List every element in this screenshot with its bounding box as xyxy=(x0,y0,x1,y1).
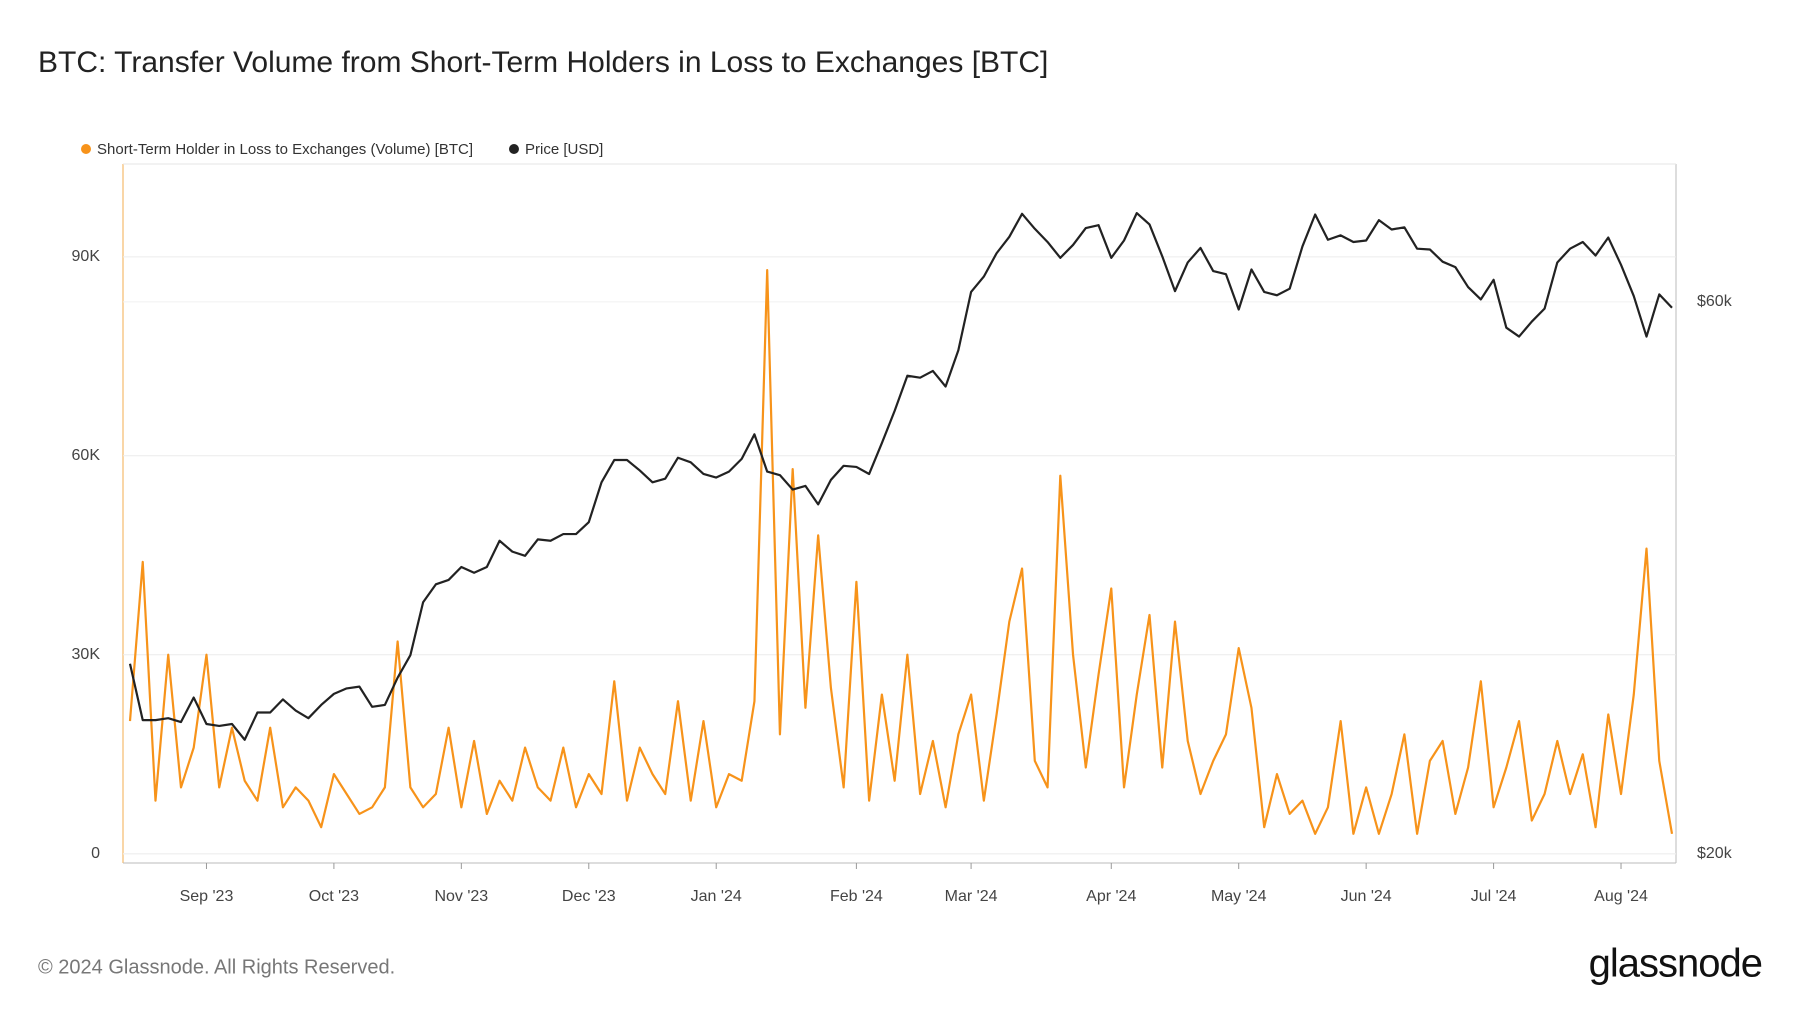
x-tick-label: Aug '24 xyxy=(1594,888,1648,905)
x-tick-label: Jun '24 xyxy=(1341,888,1392,905)
x-tick-label: Apr '24 xyxy=(1086,888,1136,905)
x-tick-label: Nov '23 xyxy=(434,888,488,905)
x-tick-label: Mar '24 xyxy=(945,888,998,905)
x-tick-label: May '24 xyxy=(1211,888,1267,905)
y2-tick-label: $60k xyxy=(1697,293,1733,310)
x-tick-label: Jan '24 xyxy=(691,888,742,905)
y-tick-label: 60K xyxy=(72,447,101,464)
chart-title: BTC: Transfer Volume from Short-Term Hol… xyxy=(38,46,1048,79)
series-line xyxy=(128,269,1674,835)
legend-label: Short-Term Holder in Loss to Exchanges (… xyxy=(97,141,473,158)
x-tick-label: Oct '23 xyxy=(309,888,359,905)
copyright: © 2024 Glassnode. All Rights Reserved. xyxy=(38,956,395,978)
y-tick-label: 0 xyxy=(91,845,100,862)
legend-marker xyxy=(508,144,519,154)
y2-tick-label: $20k xyxy=(1697,845,1733,862)
brand-logo: glassnode xyxy=(1589,942,1762,986)
x-tick-label: Sep '23 xyxy=(180,888,234,905)
legend-marker xyxy=(81,144,91,154)
x-tick-label: Dec '23 xyxy=(562,888,616,905)
x-tick-label: Jul '24 xyxy=(1471,888,1517,905)
series-line xyxy=(128,212,1673,741)
legend-label: Price [USD] xyxy=(525,141,603,158)
y-tick-label: 90K xyxy=(72,248,101,265)
y-tick-label: 30K xyxy=(72,646,101,663)
x-tick-label: Feb '24 xyxy=(830,888,883,905)
